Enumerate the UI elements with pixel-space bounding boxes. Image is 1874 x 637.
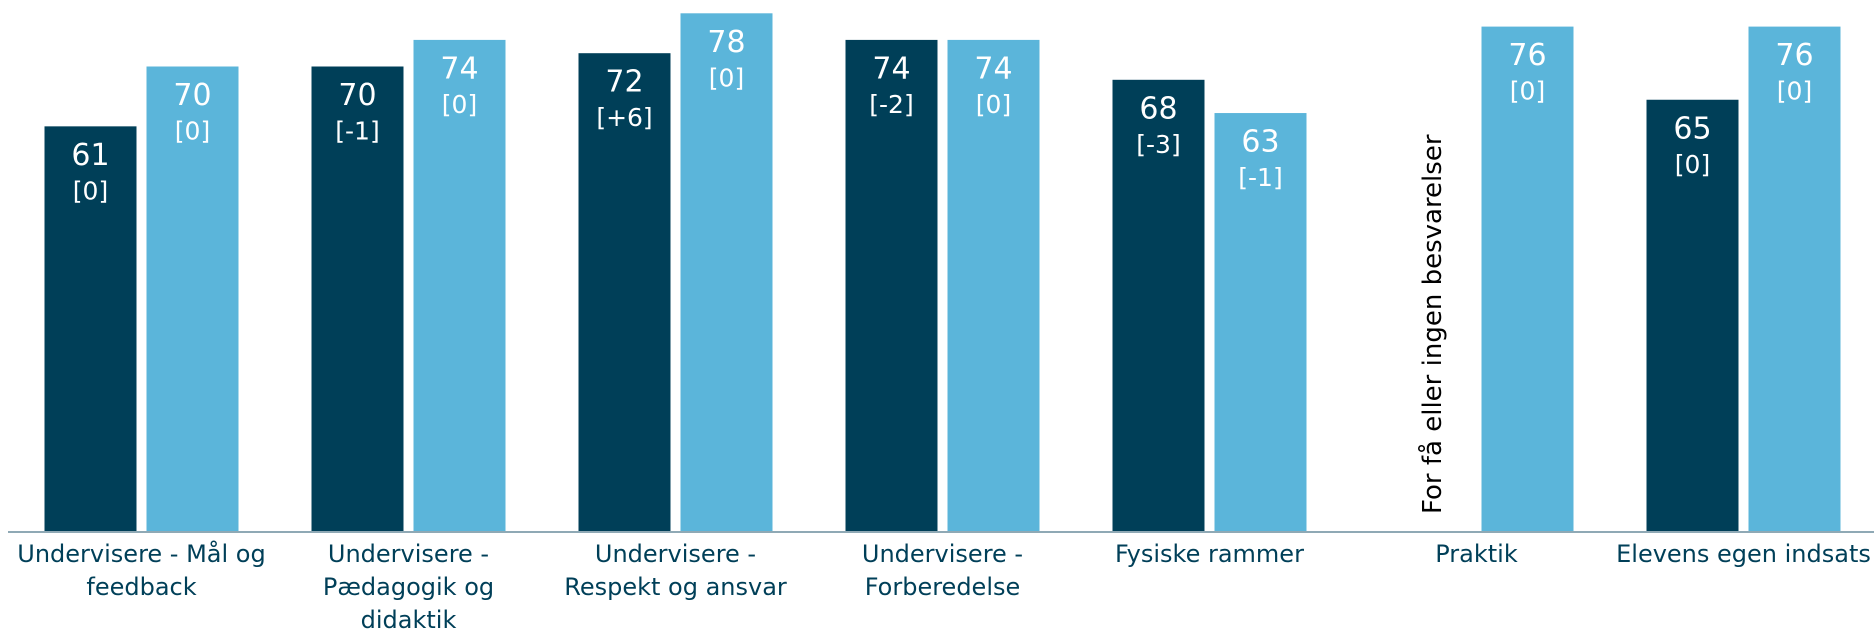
bar	[1112, 79, 1205, 533]
value-label: 63	[1241, 125, 1279, 160]
x-tick-label: Elevens egen indsats	[1616, 540, 1871, 568]
value-label: 74	[440, 51, 478, 86]
value-label: 65	[1673, 111, 1711, 146]
value-label: 74	[872, 51, 910, 86]
change-label: [+6]	[596, 103, 652, 132]
bar	[1481, 26, 1574, 532]
bar	[1646, 99, 1739, 532]
bar	[413, 39, 506, 533]
change-label: [0]	[709, 63, 744, 92]
bar	[1748, 26, 1841, 532]
value-label: 70	[173, 78, 211, 113]
change-label: [-1]	[1238, 163, 1282, 192]
change-label: [-1]	[335, 117, 379, 146]
x-tick-label: Undervisere - Mål og feedback	[17, 540, 266, 601]
value-label: 72	[605, 65, 643, 100]
x-tick-label: Undervisere - Respekt og ansvar	[564, 540, 787, 601]
value-label: 61	[71, 138, 109, 173]
x-tick-label: Praktik	[1435, 540, 1518, 568]
change-label: [0]	[1777, 77, 1812, 106]
value-label: 78	[707, 25, 745, 60]
annotation: For få eller ingen besvarelser	[1417, 134, 1448, 514]
bar	[146, 66, 239, 532]
bar	[1214, 113, 1307, 533]
x-tick-label: Fysiske rammer	[1115, 540, 1304, 568]
change-label: [0]	[175, 117, 210, 146]
value-label: 74	[974, 51, 1012, 86]
change-label: [-2]	[869, 90, 913, 119]
change-label: [0]	[73, 176, 108, 205]
bar	[845, 39, 938, 533]
bar	[947, 39, 1040, 533]
change-label: [0]	[976, 90, 1011, 119]
value-label: 70	[338, 78, 376, 113]
x-tick-label: Undervisere - Pædagogik og didaktik	[322, 540, 495, 634]
value-label: 76	[1508, 38, 1546, 73]
change-label: [-3]	[1136, 130, 1180, 159]
bar	[44, 126, 137, 532]
x-tick-label: Undervisere - Forberedelse	[861, 540, 1024, 601]
bar	[311, 66, 404, 532]
bar	[680, 13, 773, 533]
bar	[578, 53, 671, 532]
value-label: 68	[1139, 91, 1177, 126]
change-label: [0]	[1675, 150, 1710, 179]
change-label: [0]	[442, 90, 477, 119]
value-label: 76	[1775, 38, 1813, 73]
change-label: [0]	[1510, 77, 1545, 106]
